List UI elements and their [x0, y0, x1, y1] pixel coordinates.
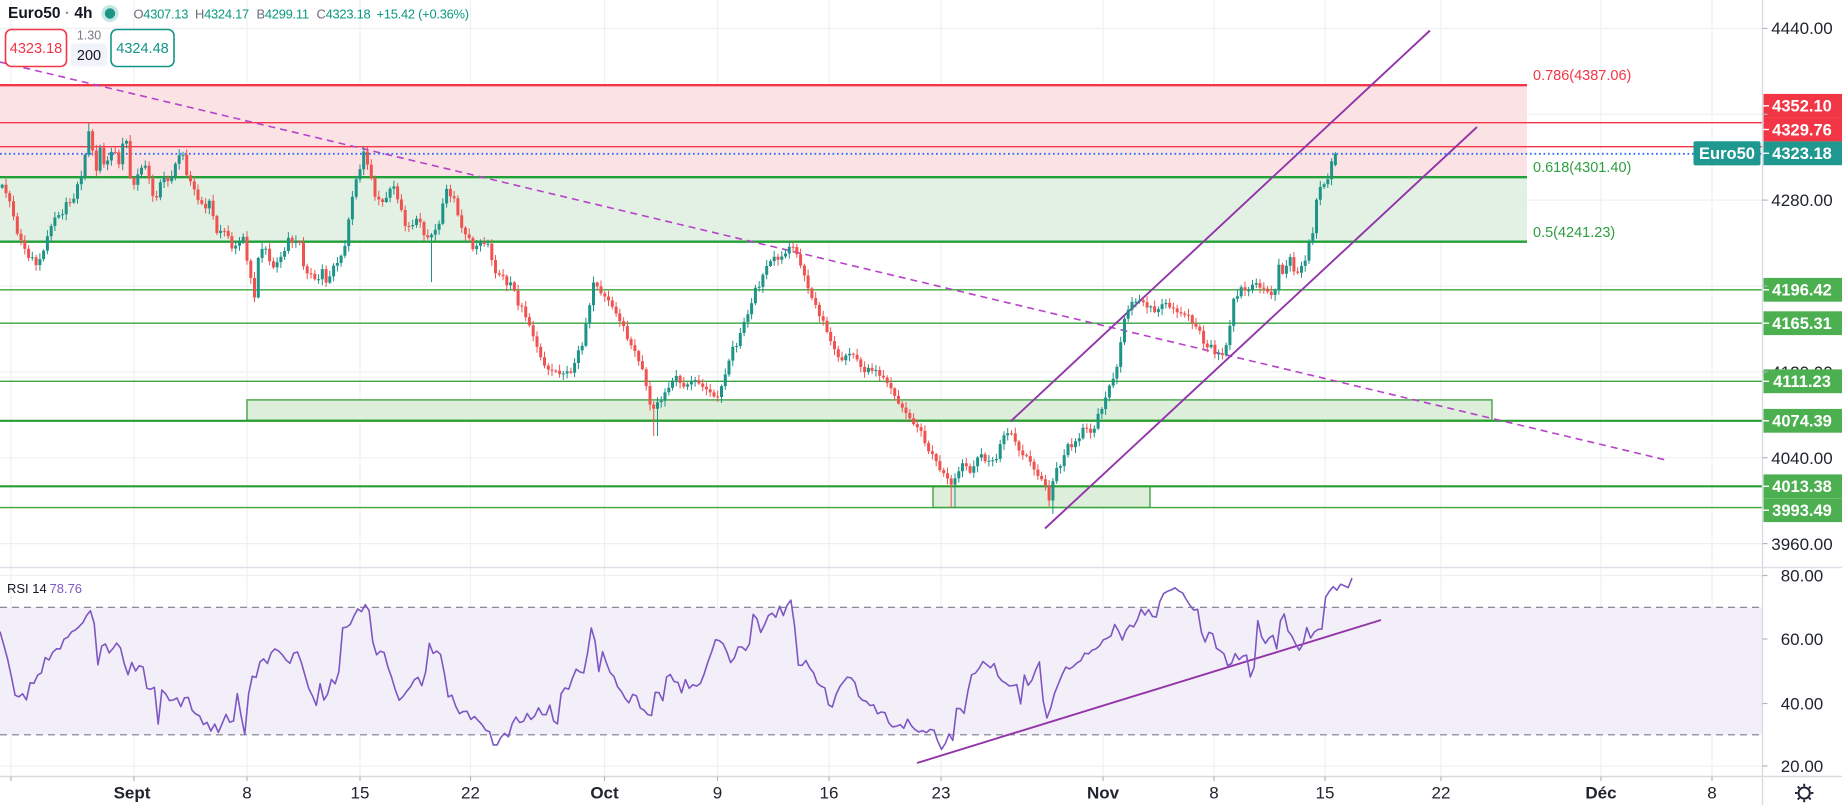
- svg-text:RSI 14: RSI 14: [7, 581, 47, 596]
- svg-text:Euro50 · 4h: Euro50 · 4h: [8, 5, 92, 22]
- svg-text:8: 8: [242, 784, 251, 803]
- svg-text:Nov: Nov: [1087, 784, 1120, 803]
- svg-text:4196.42: 4196.42: [1772, 282, 1832, 300]
- svg-text:9: 9: [713, 784, 722, 803]
- svg-text:4111.23: 4111.23: [1773, 373, 1831, 391]
- svg-text:4165.31: 4165.31: [1772, 315, 1832, 333]
- svg-text:60.00: 60.00: [1781, 630, 1824, 649]
- svg-text:4074.39: 4074.39: [1772, 413, 1832, 431]
- svg-text:3993.49: 3993.49: [1772, 502, 1832, 520]
- svg-text:4040.00: 4040.00: [1771, 449, 1832, 468]
- svg-text:4280.00: 4280.00: [1771, 191, 1832, 210]
- svg-text:Oct: Oct: [590, 784, 619, 803]
- svg-text:4324.48: 4324.48: [116, 41, 168, 57]
- svg-text:200: 200: [77, 48, 101, 64]
- svg-text:78.76: 78.76: [50, 581, 83, 596]
- svg-text:0.786(4387.06): 0.786(4387.06): [1533, 68, 1631, 84]
- svg-text:Euro50: Euro50: [1699, 145, 1755, 163]
- svg-text:22: 22: [1432, 784, 1451, 803]
- svg-text:0.5(4241.23): 0.5(4241.23): [1533, 225, 1615, 241]
- svg-text:4440.00: 4440.00: [1771, 19, 1832, 38]
- svg-text:0.618(4301.40): 0.618(4301.40): [1533, 160, 1631, 176]
- svg-text:15: 15: [351, 784, 370, 803]
- svg-text:15: 15: [1316, 784, 1335, 803]
- svg-text:80.00: 80.00: [1781, 567, 1824, 586]
- svg-text:1.30: 1.30: [77, 29, 101, 43]
- svg-text:22: 22: [461, 784, 480, 803]
- svg-text:40.00: 40.00: [1781, 695, 1824, 714]
- svg-text:Déc: Déc: [1585, 784, 1616, 803]
- svg-text:4323.18: 4323.18: [1772, 145, 1832, 163]
- svg-text:4323.18: 4323.18: [10, 41, 62, 57]
- svg-text:8: 8: [1209, 784, 1218, 803]
- svg-text:Sept: Sept: [114, 784, 151, 803]
- svg-text:4013.38: 4013.38: [1772, 478, 1832, 496]
- svg-text:8: 8: [1707, 784, 1716, 803]
- svg-text:16: 16: [820, 784, 839, 803]
- svg-text:23: 23: [932, 784, 951, 803]
- svg-text:4329.76: 4329.76: [1772, 121, 1832, 139]
- svg-text:3960.00: 3960.00: [1771, 535, 1832, 554]
- svg-text:4352.10: 4352.10: [1772, 98, 1832, 116]
- svg-text:20.00: 20.00: [1781, 757, 1824, 776]
